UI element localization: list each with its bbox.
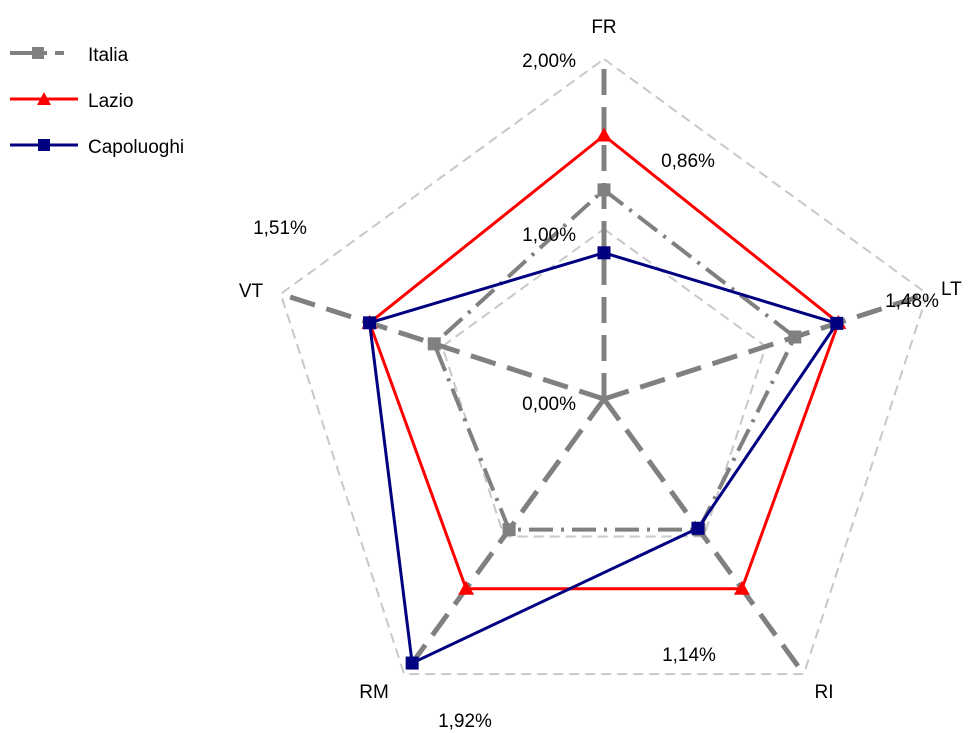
axis-label-rm: RM (359, 682, 389, 703)
chart-series (361, 127, 847, 670)
axis-label-ri: RI (815, 682, 834, 703)
series-point-italia-lt (788, 330, 802, 344)
series-line-capoluoghi (368, 251, 839, 665)
axis-label-vt: VT (239, 281, 264, 302)
series-point-capoluoghi-rm (405, 656, 419, 670)
scale-label-0: 0,00% (522, 394, 576, 415)
scale-label-1: 1,00% (522, 225, 576, 246)
spoke-rm (402, 397, 607, 676)
series-point-capoluoghi-vt (363, 316, 377, 330)
annotation-rm: 1,92% (438, 711, 492, 732)
grid-ring-1 (279, 57, 929, 676)
annotation-ri: 1,14% (662, 645, 716, 666)
series-point-italia-fr (597, 183, 611, 197)
legend-label-italia: Italia (88, 45, 129, 66)
chart-spokes (279, 59, 929, 676)
axis-label-fr: FR (591, 17, 616, 38)
series-point-lazio-rm (458, 580, 475, 595)
legend-swatch-capoluoghi (10, 139, 78, 151)
series-point-capoluoghi-ri (691, 521, 705, 535)
series-point-lazio-fr (596, 127, 612, 142)
grid-ring-0 (441, 227, 767, 538)
series-line-lazio (368, 134, 840, 591)
spoke-lt (603, 291, 929, 402)
series-point-capoluoghi-lt (830, 316, 844, 330)
chart-grid (279, 57, 929, 676)
annotation-fr: 0,86% (661, 151, 715, 172)
spoke-ri (601, 397, 806, 676)
annotation-vt: 1,51% (253, 218, 307, 239)
legend-swatch-lazio (10, 92, 78, 105)
legend-label-capoluoghi: Capoluoghi (88, 137, 185, 158)
series-point-italia-vt (427, 337, 441, 351)
series-point-capoluoghi-fr (597, 246, 611, 260)
series-point-italia-rm (502, 523, 516, 537)
legend-label-lazio: Lazio (88, 91, 134, 112)
annotation-lt: 1,48% (885, 291, 939, 312)
axis-label-lt: LT (941, 279, 962, 300)
legend-swatch-italia (10, 47, 64, 59)
scale-label-2: 2,00% (522, 51, 576, 72)
spoke-vt (279, 291, 605, 402)
series-point-lazio-ri (733, 580, 750, 595)
